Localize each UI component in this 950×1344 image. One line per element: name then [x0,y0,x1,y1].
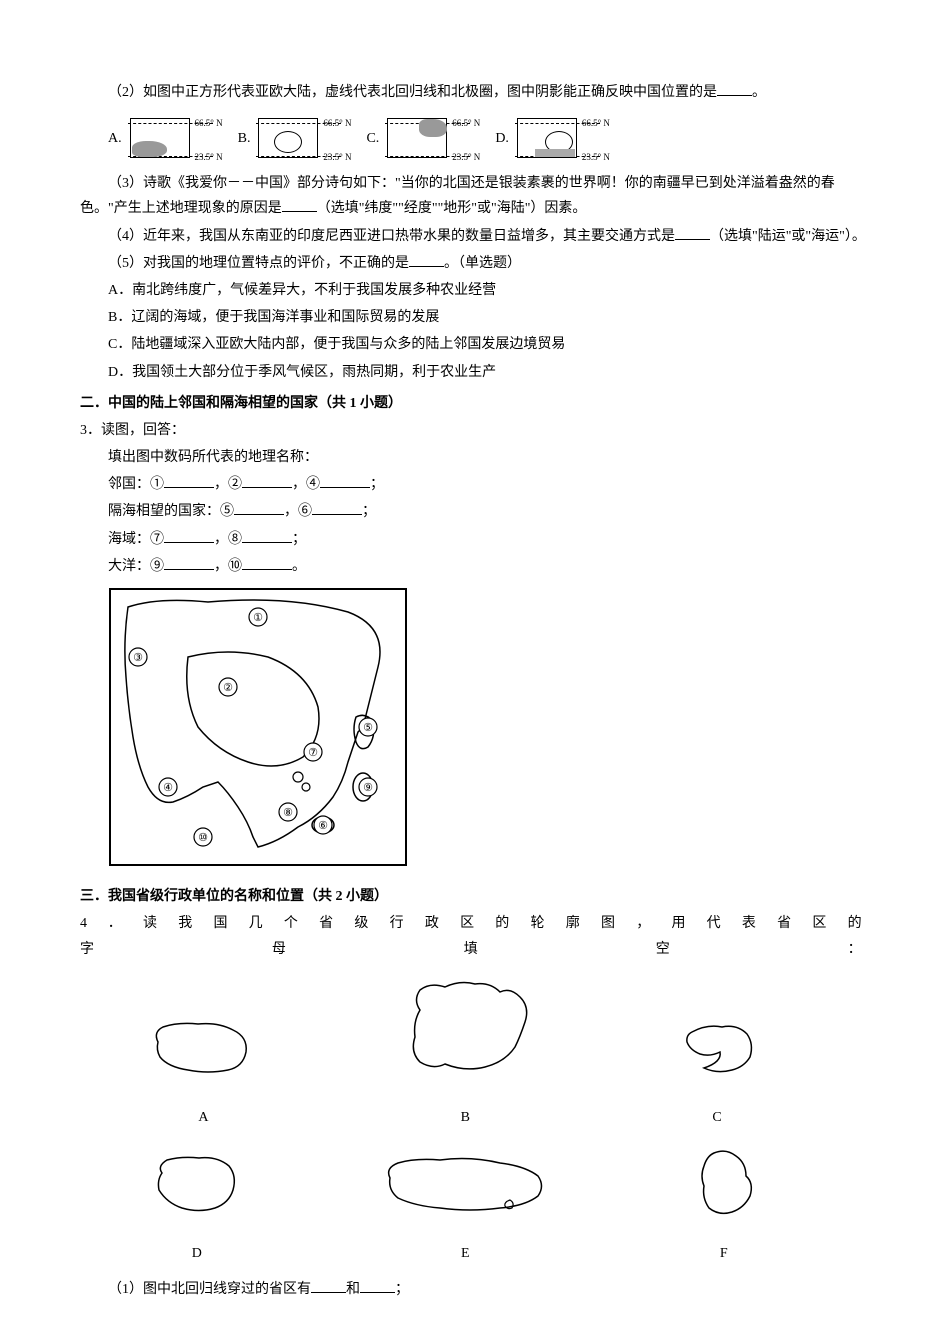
province-grid: A B C D E [80,972,831,1267]
q2-4-content: （4）近年来，我国从东南亚的印度尼西亚进口热带水果的数量日益增多，其主要交通方式… [108,229,675,244]
province-row-2: D E F [80,1138,831,1266]
q2-5-opt-d[interactable]: D．我国领土大部分位于季风气候区，雨热同期，利于农业生产 [80,360,870,385]
blank-1[interactable] [164,472,214,488]
q2-2-suffix: 。 [752,85,766,100]
province-b-shape [385,972,545,1092]
svg-text:②: ② [223,682,233,694]
blank-7[interactable] [164,527,214,543]
q2-3-text: （3）诗歌《我爱你－－中国》部分诗句如下："当你的北国还是银装素裹的世界啊！你的… [80,171,870,221]
svg-text:⑦: ⑦ [308,747,318,759]
province-f-label: F [674,1241,774,1266]
province-c: C [662,1012,772,1130]
option-a-diagram: 66.5° N 23.5° N [128,113,218,163]
q2-5-suffix: 。（单选题） [444,256,521,271]
svg-text:⑩: ⑩ [198,832,208,844]
option-d[interactable]: D. 66.5° N 23.5° N [495,113,605,163]
q2-2-content: （2）如图中正方形代表亚欧大陆，虚线代表北回归线和北极圈，图中阴影能正确反映中国… [108,85,717,100]
q2-5-blank[interactable] [409,251,444,267]
province-a-label: A [138,1105,268,1130]
q2-2-options: A. 66.5° N 23.5° N B. 66.5° N 23.5° N C.… [108,113,870,163]
svg-text:③: ③ [133,652,143,664]
q2-4-text: （4）近年来，我国从东南亚的印度尼西亚进口热带水果的数量日益增多，其主要交通方式… [80,224,870,249]
q2-5-opt-c[interactable]: C．陆地疆域深入亚欧大陆内部，便于我国与众多的陆上邻国发展边境贸易 [80,332,870,357]
q2-5-text: （5）对我国的地理位置特点的评价，不正确的是 。（单选题） [80,251,870,276]
q2-5-content: （5）对我国的地理位置特点的评价，不正确的是 [108,256,409,271]
q2-5-opt-b[interactable]: B．辽阔的海域，便于我国海洋事业和国际贸易的发展 [80,305,870,330]
province-f-shape [674,1138,774,1228]
province-c-shape [662,1012,772,1092]
option-c-label: C. [366,126,379,151]
option-b-diagram: 66.5° N 23.5° N [256,113,346,163]
q4-1-text: （1）图中北回归线穿过的省区有和； [80,1277,870,1302]
option-a[interactable]: A. 66.5° N 23.5° N [108,113,218,163]
blank-6[interactable] [312,499,362,515]
q2-2-text: （2）如图中正方形代表亚欧大陆，虚线代表北回归线和北极圈，图中阴影能正确反映中国… [80,80,870,105]
q4-text: 4 ． 读 我 国 几 个 省 级 行 政 区 的 轮 廓 图 ， 用 代 表 … [80,911,870,961]
svg-text:④: ④ [163,782,173,794]
svg-text:①: ① [253,612,263,624]
q2-5-opt-a[interactable]: A．南北跨纬度广，气候差异大，不利于我国发展多种农业经营 [80,278,870,303]
option-d-label: D. [495,126,509,151]
province-d-shape [137,1148,257,1228]
province-row-1: A B C [80,972,831,1130]
svg-text:⑨: ⑨ [363,782,373,794]
province-a: A [138,1012,268,1130]
section3-title: 三．我国省级行政单位的名称和位置（共 2 小题） [80,884,870,909]
province-b-label: B [385,1105,545,1130]
option-c-diagram: 66.5° N 23.5° N [385,113,475,163]
province-f: F [674,1138,774,1266]
blank-9[interactable] [164,554,214,570]
blank-10[interactable] [242,554,292,570]
province-b: B [385,972,545,1130]
option-c[interactable]: C. 66.5° N 23.5° N [366,113,475,163]
q4-1-blank-1[interactable] [311,1277,346,1293]
q3-line1: 填出图中数码所代表的地理名称： [108,445,870,470]
q2-3-blank[interactable] [282,196,317,212]
blank-4[interactable] [320,472,370,488]
province-d: D [137,1148,257,1266]
option-b[interactable]: B. 66.5° N 23.5° N [238,113,347,163]
option-d-diagram: 66.5° N 23.5° N [515,113,605,163]
province-e: E [370,1148,560,1266]
q2-3-suffix: （选填"纬度""经度""地形"或"海陆"）因素。 [317,201,587,216]
province-c-label: C [662,1105,772,1130]
blank-2[interactable] [242,472,292,488]
svg-text:⑧: ⑧ [283,807,293,819]
q3-neighbor-line: 邻国：①，②，④； [108,472,870,497]
svg-text:⑤: ⑤ [363,722,373,734]
asia-map-svg: ① ② ③ ④ ⑤ ⑥ ⑦ ⑧ ⑨ ⑩ [108,587,408,867]
asia-map: ① ② ③ ④ ⑤ ⑥ ⑦ ⑧ ⑨ ⑩ [108,587,870,876]
province-d-label: D [137,1241,257,1266]
blank-5[interactable] [234,499,284,515]
province-e-label: E [370,1241,560,1266]
q2-2-blank[interactable] [717,80,752,96]
q2-4-suffix: （选填"陆运"或"海运"）。 [710,229,866,244]
svg-text:⑥: ⑥ [318,820,328,832]
option-a-label: A. [108,126,122,151]
province-e-shape [370,1148,560,1228]
option-b-label: B. [238,126,251,151]
blank-8[interactable] [242,527,292,543]
q2-4-blank[interactable] [675,224,710,240]
province-a-shape [138,1012,268,1092]
q3-sea-neighbor-line: 隔海相望的国家：⑤，⑥； [108,499,870,524]
q3-sea-line: 海域：⑦，⑧； [108,527,870,552]
q4-1-blank-2[interactable] [360,1277,395,1293]
section2-title: 二．中国的陆上邻国和隔海相望的国家（共 1 小题） [80,391,870,416]
q3-intro: 3．读图，回答： [80,418,870,443]
q3-ocean-line: 大洋：⑨，⑩。 [108,554,870,579]
